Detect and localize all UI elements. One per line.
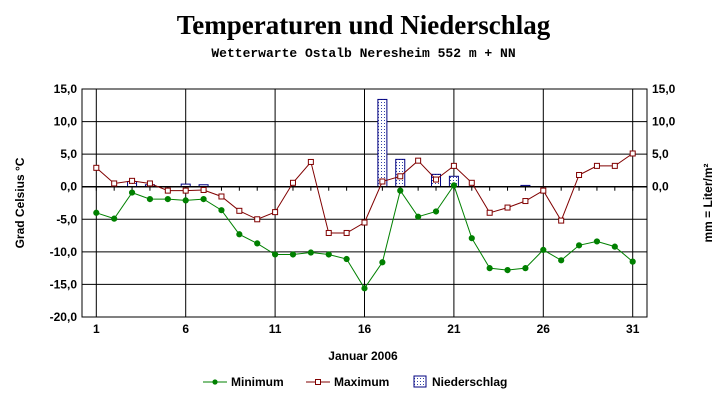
maximum-point xyxy=(361,219,368,226)
minimum-point xyxy=(128,189,136,196)
x-tick-label: 1 xyxy=(93,322,100,336)
y-tick-label-left: -10,0 xyxy=(50,245,78,259)
minimum-point xyxy=(361,285,368,292)
maximum-point xyxy=(593,162,600,169)
legend-marker-maximum xyxy=(315,379,321,385)
minimum-point xyxy=(236,231,243,238)
minimum-point xyxy=(611,243,618,250)
minimum-point xyxy=(164,195,171,203)
maximum-point xyxy=(415,157,422,164)
minimum-point xyxy=(93,209,100,216)
minimum-point xyxy=(289,251,297,258)
legend-marker-minimum xyxy=(212,379,218,385)
maximum-point xyxy=(111,180,118,187)
y-tick-label-left: -20,0 xyxy=(50,310,78,324)
x-axis-label: Januar 2006 xyxy=(328,349,398,363)
minimum-point xyxy=(397,187,404,194)
y-tick-label-left: 15,0 xyxy=(54,82,78,96)
x-tick-label: 16 xyxy=(358,322,372,336)
minimum-point xyxy=(200,195,207,203)
precip-bar xyxy=(377,98,388,188)
legend-label: Maximum xyxy=(334,375,389,389)
y-tick-label-right: 10,0 xyxy=(652,115,676,129)
minimum-point xyxy=(146,195,154,203)
minimum-point xyxy=(325,251,332,258)
maximum-point xyxy=(146,180,153,187)
maximum-point xyxy=(558,217,565,224)
minimum-point xyxy=(307,249,314,256)
x-tick-label: 26 xyxy=(537,322,551,336)
y-axis-label-left: Grad Celsius °C xyxy=(13,157,27,248)
maximum-point xyxy=(611,162,618,169)
minimum-point xyxy=(450,182,457,189)
y-tick-label-left: -15,0 xyxy=(50,277,78,291)
maximum-point xyxy=(629,150,636,157)
minimum-point xyxy=(504,266,511,274)
minimum-point xyxy=(593,238,601,245)
maximum-point xyxy=(272,209,279,216)
maximum-point xyxy=(93,164,100,171)
maximum-point xyxy=(343,229,350,236)
legend-label: Niederschlag xyxy=(432,375,507,389)
minimum-point xyxy=(486,265,493,272)
maximum-point xyxy=(182,187,189,194)
maximum-point xyxy=(576,171,583,178)
maximum-point xyxy=(433,176,440,183)
minimum-point xyxy=(182,197,189,204)
maximum-point xyxy=(379,178,386,185)
maximum-point xyxy=(397,173,404,180)
maximum-point xyxy=(289,179,296,186)
maximum-point xyxy=(307,158,314,165)
minimum-point xyxy=(343,255,350,263)
maximum-point xyxy=(486,209,493,216)
y-tick-label-left: 10,0 xyxy=(54,115,78,129)
y-tick-label-right: 5,0 xyxy=(652,147,669,161)
minimum-point xyxy=(540,246,547,254)
minimum-point xyxy=(218,207,225,214)
y-tick-label-left: 5,0 xyxy=(60,147,77,161)
maximum-point xyxy=(450,162,457,169)
maximum-point xyxy=(254,216,261,223)
x-tick-label: 21 xyxy=(447,322,461,336)
maximum-point xyxy=(325,229,332,236)
maximum-point xyxy=(200,186,207,193)
minimum-point xyxy=(432,208,440,215)
minimum-point xyxy=(415,213,422,220)
y-tick-label-right: 0,0 xyxy=(652,180,669,194)
minimum-point xyxy=(272,251,279,258)
maximum-point xyxy=(468,179,475,186)
minimum-point xyxy=(575,242,583,249)
minimum-point xyxy=(629,258,636,265)
y-tick-label-left: -5,0 xyxy=(56,212,77,226)
maximum-point xyxy=(236,207,243,214)
minimum-point xyxy=(379,259,386,266)
minimum-point xyxy=(468,235,475,242)
chart-title: Temperaturen und Niederschlag xyxy=(176,10,551,40)
legend: Minimum Maximum Niederschlag xyxy=(203,375,507,389)
chart-subtitle: Wetterwarte Ostalb Neresheim 552 m + NN xyxy=(211,46,516,61)
minimum-point xyxy=(522,265,529,272)
minimum-point xyxy=(558,257,565,264)
x-tick-label: 6 xyxy=(182,322,189,336)
y-tick-label-left: 0,0 xyxy=(60,180,77,194)
maximum-point xyxy=(504,204,511,211)
legend-swatch-niederschlag xyxy=(413,375,427,388)
maximum-point xyxy=(129,177,136,184)
maximum-point xyxy=(522,198,529,205)
legend-label: Minimum xyxy=(231,375,284,389)
minimum-point xyxy=(111,215,118,222)
y-axis-label-right: mm = Liter/m² xyxy=(701,163,715,242)
maximum-point xyxy=(540,187,547,194)
x-tick-label: 11 xyxy=(269,322,282,336)
y-tick-label-right: 15,0 xyxy=(652,82,676,96)
maximum-point xyxy=(164,187,171,194)
minimum-point xyxy=(254,240,261,247)
x-tick-label: 31 xyxy=(626,322,640,336)
maximum-point xyxy=(218,193,225,200)
